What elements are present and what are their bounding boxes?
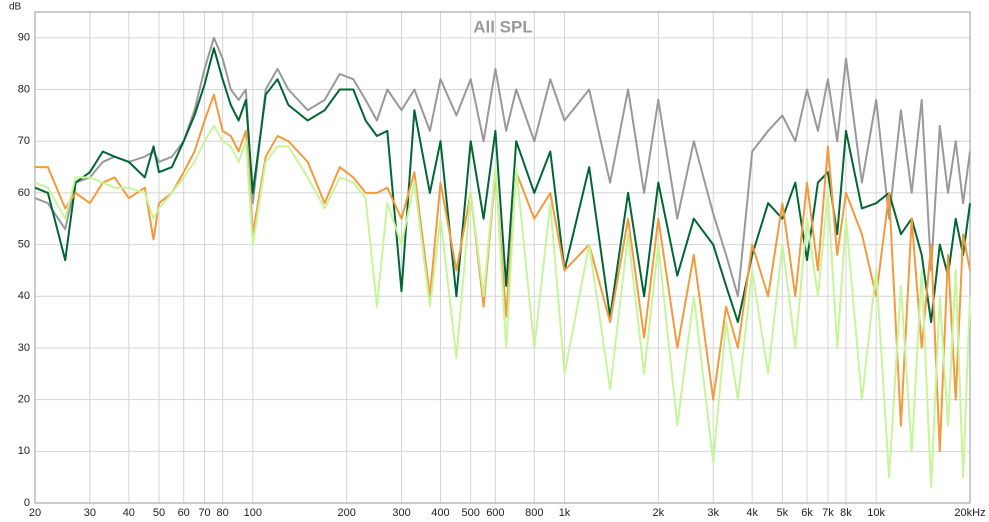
series-line <box>34 124 971 489</box>
y-tick-label: 90 <box>18 32 30 44</box>
y-tick-label: 10 <box>18 445 30 457</box>
x-tick-label: 3k <box>707 507 719 519</box>
x-tick-label: 80 <box>217 507 229 519</box>
x-tick-label: 8k <box>840 507 852 519</box>
x-tick-label: 600 <box>486 507 504 519</box>
x-tick-label: 60 <box>178 507 190 519</box>
x-tick-label: 2k <box>653 507 665 519</box>
x-tick-label: 7k <box>822 507 834 519</box>
y-tick-label: 20 <box>18 394 30 406</box>
x-tick-label: 1k <box>559 507 571 519</box>
x-tick-label: 40 <box>123 507 135 519</box>
y-tick-label: 70 <box>18 135 30 147</box>
y-tick-label: 40 <box>18 290 30 302</box>
x-tick-label: 6k <box>801 507 813 519</box>
y-axis-label: dB <box>9 2 22 13</box>
x-tick-label: 400 <box>431 507 449 519</box>
x-tick-label: 500 <box>462 507 480 519</box>
y-tick-label: 60 <box>18 187 30 199</box>
x-tick-label: 4k <box>746 507 758 519</box>
x-tick-label: 100 <box>244 507 262 519</box>
x-tick-label: 20 <box>29 507 41 519</box>
x-tick-label: 300 <box>392 507 410 519</box>
y-tick-label: 0 <box>24 497 30 509</box>
x-tick-label: 800 <box>525 507 543 519</box>
series-line <box>35 93 971 453</box>
chart-title: All SPL <box>473 17 533 36</box>
x-tick-label: 10k <box>867 507 885 519</box>
x-tick-label: 30 <box>84 507 96 519</box>
x-tick-label: 20kHz <box>954 507 985 519</box>
x-tick-label: 5k <box>777 507 789 519</box>
x-tick-label: 70 <box>198 507 210 519</box>
y-tick-label: 30 <box>18 342 30 354</box>
y-tick-label: 80 <box>18 83 30 95</box>
x-tick-label: 200 <box>337 507 355 519</box>
x-tick-label: 50 <box>153 507 165 519</box>
series-line <box>34 47 971 324</box>
plot-frame <box>34 11 971 504</box>
y-tick-label: 50 <box>18 238 30 250</box>
